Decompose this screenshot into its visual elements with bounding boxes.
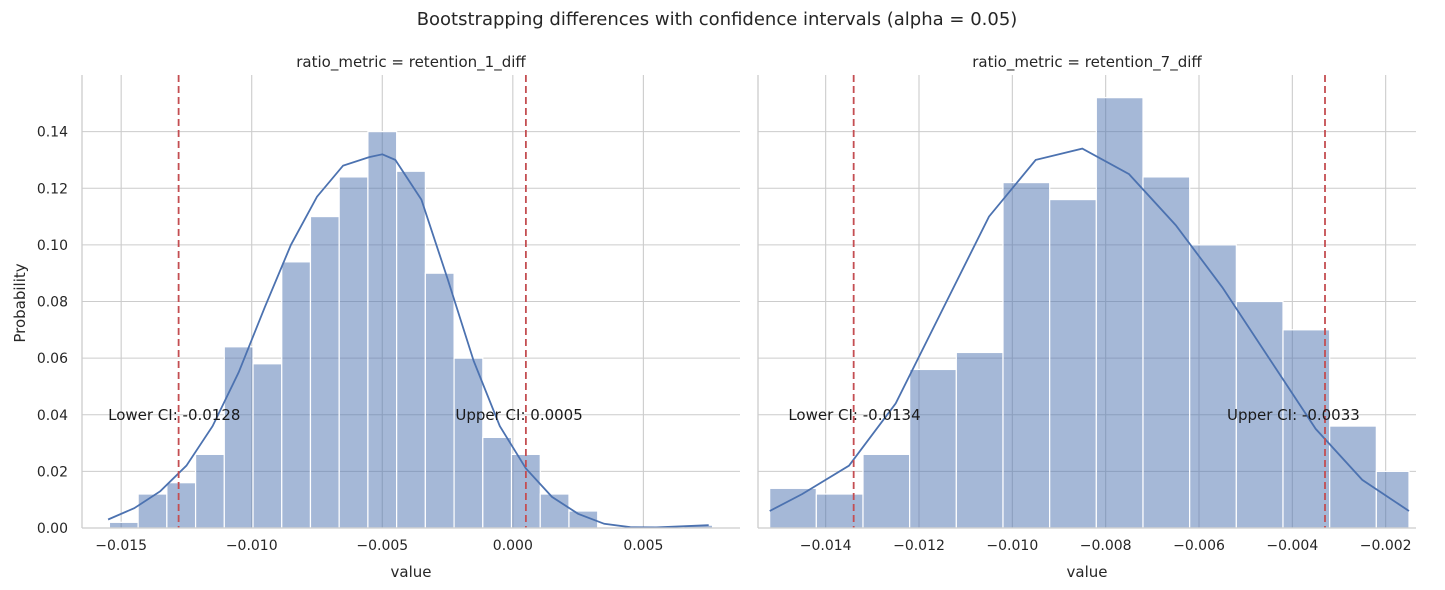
histogram-bar (367, 131, 398, 529)
histogram-bar (1095, 97, 1144, 529)
histogram-bar (1189, 244, 1237, 529)
histogram-bar (909, 368, 957, 529)
histogram-bar (815, 493, 864, 529)
histogram-bar (862, 453, 911, 529)
histogram-bars (108, 131, 714, 529)
x-tick-label: −0.015 (95, 538, 147, 554)
x-axis-label: value (391, 563, 432, 581)
histogram-bar (1235, 300, 1284, 529)
y-tick-label: 0.02 (37, 464, 68, 480)
x-tick-label: 0.000 (493, 538, 533, 554)
x-tick-label: −0.002 (1360, 538, 1412, 554)
chart-title: Bootstrapping differences with confidenc… (417, 9, 1018, 30)
histogram-bar (1282, 329, 1331, 529)
histogram-bar (252, 363, 283, 529)
histogram-bar (1142, 176, 1191, 529)
upper-ci-annotation: Upper CI: 0.0005 (455, 406, 582, 424)
x-tick-label: −0.006 (1173, 538, 1225, 554)
y-axis-label: Probability (11, 263, 29, 342)
histogram-bar (1329, 425, 1377, 529)
x-tick-label: −0.014 (800, 538, 852, 554)
x-tick-label: −0.008 (1080, 538, 1132, 554)
histogram-bar (955, 351, 1004, 529)
facet-1: Lower CI: -0.0128 Upper CI: 0.0005 −0.015 −… (37, 53, 740, 581)
histogram-bars (769, 97, 1410, 529)
histogram-bar (166, 482, 197, 529)
y-tick-label: 0.14 (37, 125, 68, 141)
kde-curve (107, 153, 709, 529)
lower-ci-annotation: Lower CI: -0.0134 (788, 406, 920, 424)
y-tick-label: 0.08 (37, 295, 68, 311)
histogram-bar (137, 493, 168, 529)
histogram-bar (194, 453, 225, 529)
facets: Lower CI: -0.0128 Upper CI: 0.0005 −0.015 −… (37, 53, 1416, 581)
histogram-bar (482, 436, 513, 529)
x-tick-label: −0.004 (1266, 538, 1318, 554)
y-tick-label: 0.04 (37, 408, 68, 424)
histogram-bar (281, 261, 312, 529)
histogram-bar (424, 272, 455, 529)
kde-curve (769, 147, 1410, 512)
x-tick-label: −0.010 (986, 538, 1038, 554)
facet-title: ratio_metric = retention_7_diff (972, 53, 1202, 72)
x-tick-label: 0.005 (623, 538, 663, 554)
y-tick-label: 0.06 (37, 351, 68, 367)
histogram-bar (453, 357, 484, 529)
histogram-bar (1049, 198, 1097, 529)
x-tick-label: −0.005 (356, 538, 408, 554)
histogram-bar (108, 521, 139, 529)
facet-2: Lower CI: -0.0134 Upper CI: -0.0033 −0.014… (757, 53, 1416, 581)
facet-title: ratio_metric = retention_1_diff (296, 53, 526, 72)
y-tick-label: 0.12 (37, 181, 68, 197)
histogram-bar (338, 176, 369, 529)
histogram-bar (396, 170, 426, 529)
histogram-bar (1002, 181, 1051, 529)
x-tick-label: −0.012 (893, 538, 945, 554)
lower-ci-annotation: Lower CI: -0.0128 (108, 406, 240, 424)
upper-ci-annotation: Upper CI: -0.0033 (1227, 406, 1360, 424)
histogram-bar (309, 215, 340, 529)
x-axis-label: value (1067, 563, 1108, 581)
histogram-bar (539, 493, 570, 529)
y-tick-label: 0.10 (37, 238, 68, 254)
y-tick-label: 0.00 (37, 521, 68, 537)
x-tick-label: −0.010 (226, 538, 278, 554)
